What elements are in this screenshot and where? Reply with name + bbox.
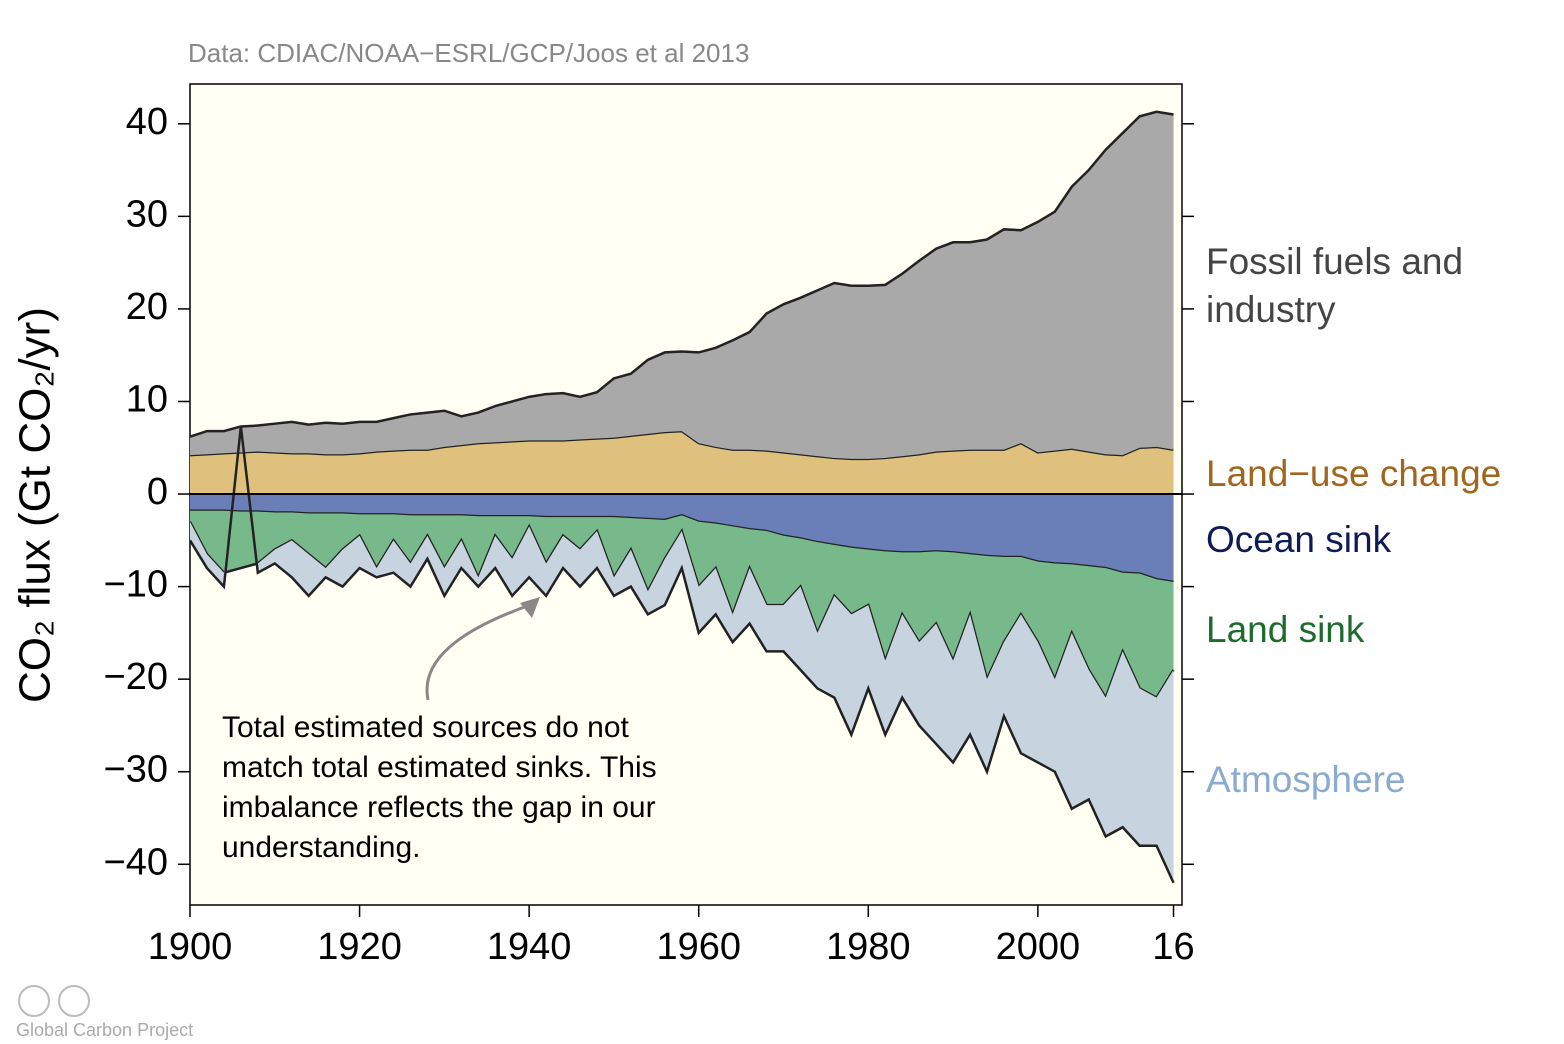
area <box>190 431 1174 495</box>
y-tick-label: −20 <box>104 656 168 698</box>
area-edge <box>188 426 1175 884</box>
x-tick-label: 1920 <box>317 926 402 968</box>
y-tick-label: −40 <box>104 841 168 883</box>
by-icon <box>58 985 90 1017</box>
area-edge <box>189 110 1174 438</box>
series-label: Land sink <box>1206 609 1365 650</box>
series-label: Ocean sink <box>1206 519 1392 560</box>
annotation-arrow <box>425 603 531 701</box>
y-tick-label: 0 <box>147 471 168 513</box>
y-axis-label: CO₂ flux (Gt CO₂/yr) <box>11 307 60 703</box>
source: Data: CDIAC/NOAA−ESRL/GCP/Joos et al 201… <box>188 38 749 68</box>
x-tick-label: 1960 <box>656 926 741 968</box>
area <box>190 494 1174 582</box>
x-tick-label: 16 <box>1152 926 1194 968</box>
series-label: Fossil fuels and industry <box>1206 241 1464 330</box>
series-label: Land−use change <box>1206 453 1502 494</box>
cc-icon <box>18 985 50 1017</box>
area <box>190 510 1174 698</box>
area <box>190 426 1174 883</box>
y-tick-label: 20 <box>126 286 168 328</box>
arrow-head <box>520 597 540 618</box>
areas <box>188 110 1182 884</box>
x-tick-label: 1980 <box>826 926 911 968</box>
area <box>190 111 1174 459</box>
y-tick-label: 40 <box>126 101 168 143</box>
y-tick-label: 30 <box>126 193 168 235</box>
annotation: Total estimated sources do not match tot… <box>222 711 657 864</box>
footer: Global Carbon Project <box>16 1020 193 1040</box>
x-tick-label: 1940 <box>487 926 572 968</box>
x-tick-label: 2000 <box>996 926 1081 968</box>
x-tick-label: 1900 <box>148 926 233 968</box>
y-tick-label: 10 <box>126 379 168 421</box>
y-tick-label: −10 <box>104 564 168 606</box>
y-tick-label: −30 <box>104 749 168 791</box>
series-label: Atmosphere <box>1206 759 1406 800</box>
